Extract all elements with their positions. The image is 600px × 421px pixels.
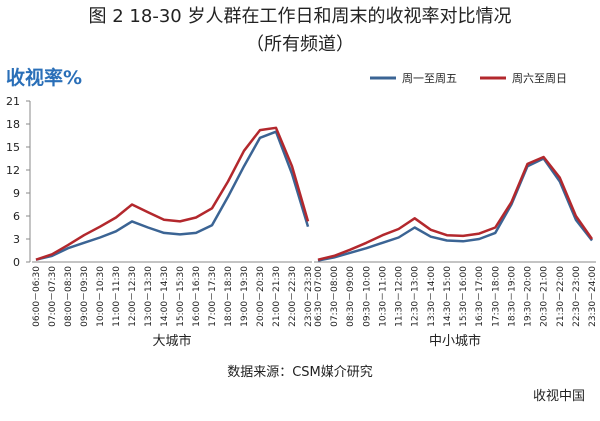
watermark: 收视中国 bbox=[533, 389, 585, 404]
y-tick-label: 12 bbox=[6, 164, 20, 177]
x-tick-label: 23:00－23:30 bbox=[304, 266, 314, 327]
x-tick-label: 16:00－16:30 bbox=[192, 266, 202, 327]
x-tick-label: 11:30－12:00 bbox=[395, 266, 405, 327]
x-tick-label: 18:30－19:00 bbox=[507, 266, 517, 327]
chart-title: 图 2 18-30 岁人群在工作日和周末的收视率对比情况 bbox=[89, 6, 512, 27]
y-tick-label: 21 bbox=[6, 95, 20, 108]
x-tick-label: 06:00－06:30 bbox=[32, 266, 42, 327]
x-tick-label: 16:30－17:00 bbox=[475, 266, 485, 327]
x-tick-label: 19:30－20:00 bbox=[524, 266, 534, 327]
x-tick-label: 18:00－18:30 bbox=[224, 266, 234, 327]
y-tick-label: 15 bbox=[6, 141, 20, 154]
x-axis-label: 中小城市 bbox=[429, 333, 481, 349]
y-axis-label: 收视率% bbox=[6, 66, 82, 89]
x-tick-label: 21:00－21:30 bbox=[272, 266, 282, 327]
x-tick-label: 07:30－08:00 bbox=[330, 266, 340, 327]
x-tick-label: 08:30－09:00 bbox=[346, 266, 356, 327]
x-tick-label: 09:00－09:30 bbox=[80, 266, 90, 327]
x-tick-label: 17:00－17:30 bbox=[208, 266, 218, 327]
x-tick-label: 06:30－07:00 bbox=[314, 266, 324, 327]
x-tick-label: 22:00－22:30 bbox=[288, 266, 298, 327]
x-tick-label: 19:00－19:30 bbox=[240, 266, 250, 327]
x-tick-label: 15:30－16:00 bbox=[459, 266, 469, 327]
x-tick-label: 07:00－07:30 bbox=[48, 266, 58, 327]
x-axis-label: 大城市 bbox=[152, 333, 191, 349]
x-tick-label: 12:30－13:00 bbox=[411, 266, 421, 327]
x-tick-label: 22:30－23:00 bbox=[572, 266, 582, 327]
x-tick-label: 14:00－14:30 bbox=[160, 266, 170, 327]
source: 数据来源：CSM媒介研究 bbox=[227, 365, 373, 380]
y-tick-label: 9 bbox=[13, 187, 20, 200]
x-tick-label: 13:30－14:00 bbox=[427, 266, 437, 327]
series-line bbox=[317, 155, 594, 261]
x-tick-label: 21:30－22:00 bbox=[556, 266, 566, 327]
chart-subtitle: （所有频道） bbox=[246, 34, 354, 55]
x-tick-label: 23:30－24:00 bbox=[588, 266, 598, 327]
x-tick-label: 11:00－11:30 bbox=[112, 266, 122, 327]
series-line bbox=[35, 130, 310, 261]
x-tick-label: 10:30－11:00 bbox=[378, 266, 388, 327]
x-tick-label: 20:30－21:00 bbox=[540, 266, 550, 327]
x-tick-label: 14:30－15:00 bbox=[443, 266, 453, 327]
x-tick-label: 12:00－12:30 bbox=[128, 266, 138, 327]
y-tick-label: 3 bbox=[13, 233, 20, 246]
series-line bbox=[35, 126, 310, 261]
legend-label: 周六至周日 bbox=[512, 72, 567, 85]
x-tick-label: 17:30－18:00 bbox=[491, 266, 501, 327]
legend-label: 周一至周五 bbox=[402, 72, 457, 85]
x-tick-label: 15:00－15:30 bbox=[176, 266, 186, 327]
x-tick-label: 08:00－08:30 bbox=[64, 266, 74, 327]
y-tick-label: 0 bbox=[13, 256, 20, 269]
x-tick-label: 13:00－13:30 bbox=[144, 266, 154, 327]
x-tick-label: 10:00－10:30 bbox=[96, 266, 106, 327]
x-tick-label: 09:30－10:00 bbox=[362, 266, 372, 327]
y-tick-label: 18 bbox=[6, 118, 20, 131]
x-tick-label: 20:00－20:30 bbox=[256, 266, 266, 327]
y-tick-label: 6 bbox=[13, 210, 20, 223]
